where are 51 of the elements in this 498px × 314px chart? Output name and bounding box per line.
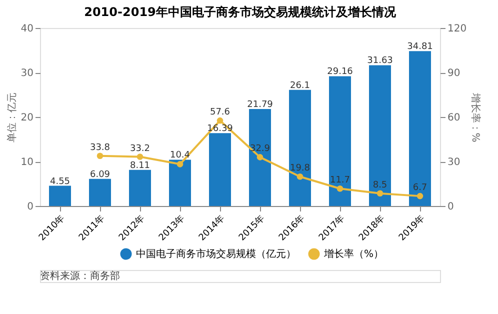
data-label: 57.6: [210, 108, 230, 118]
y-tick-label: 40: [20, 24, 34, 34]
data-label: 6.7: [412, 183, 428, 194]
legend-label: 中国电子商务市场交易规模（亿元）: [136, 248, 296, 260]
bar: [209, 133, 231, 206]
bar: [329, 76, 351, 206]
point: [296, 173, 304, 180]
y-tick-label: 10: [20, 157, 34, 168]
data-label: 31.63: [367, 56, 393, 66]
data-label: 26.1: [290, 80, 310, 91]
y2-tick-label: 90: [448, 68, 460, 79]
data-label: 8.11: [130, 160, 150, 171]
point: [336, 185, 344, 192]
bar: [49, 186, 71, 206]
bar: [409, 51, 431, 206]
point: [136, 154, 144, 160]
data-label: 19.8: [290, 164, 310, 174]
y2-tick-label: 120: [448, 24, 467, 34]
chart-title: 2010-2019年中国电子商务市场交易规模统计及增长情况: [84, 5, 397, 19]
data-label: 34.81: [407, 42, 433, 52]
bar: [129, 170, 151, 206]
y-axis-title: 单位：亿元: [6, 92, 18, 142]
data-label: 33.2: [130, 144, 150, 154]
data-label: 8.5: [372, 180, 388, 190]
data-label: 4.55: [50, 176, 70, 187]
y2-tick-label: 0: [448, 202, 454, 212]
data-label: 32.9: [250, 144, 270, 154]
bar: [89, 178, 111, 206]
point: [216, 117, 224, 124]
y2-axis-title: 增长率：%: [470, 92, 482, 142]
point: [176, 161, 184, 168]
y-tick-label: 0: [27, 202, 34, 212]
data-label: 21.79: [247, 100, 274, 110]
bar: [249, 109, 271, 206]
point: [96, 152, 104, 160]
point: [416, 192, 424, 200]
data-label: 11.7: [330, 176, 350, 186]
data-label: 33.8: [90, 142, 110, 153]
text: 资料来源：商务部: [40, 270, 120, 282]
legend-label: 增长率（%）: [323, 248, 384, 260]
point: [376, 190, 384, 197]
y-tick-label: 30: [20, 68, 34, 79]
bar: [289, 90, 311, 206]
bar: [369, 65, 391, 206]
data-label: 6.09: [90, 170, 110, 180]
bar: [169, 160, 191, 206]
y2-tick-label: 60: [448, 112, 460, 124]
y2-tick-label: 30: [448, 157, 460, 168]
y-tick-label: 20: [20, 112, 34, 124]
data-label: 29.16: [327, 67, 354, 78]
point: [256, 154, 264, 160]
